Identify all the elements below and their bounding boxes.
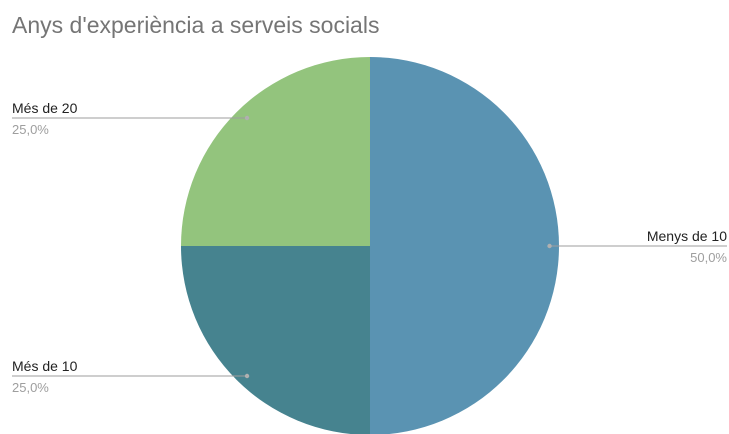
pie-slice-menys-de-10 [370, 57, 559, 434]
slice-percent-label: 50,0% [690, 250, 727, 265]
pie-slice-m-s-de-10 [181, 246, 370, 434]
leader-dot [547, 243, 552, 249]
pie-slices [181, 57, 559, 434]
leader-dot [244, 373, 250, 379]
leader-dot [244, 115, 250, 121]
pie-slice-m-s-de-20 [181, 57, 370, 246]
slice-labels: Menys de 10 50,0% Més de 10 25,0% Més de 20 2… [12, 100, 727, 395]
slice-percent-label: 25,0% [12, 122, 49, 137]
chart-title: Anys d'experiència a serveis socials [12, 12, 380, 38]
slice-label: Més de 10 [12, 358, 78, 374]
slice-percent-label: 25,0% [12, 380, 49, 395]
slice-label: Més de 20 [12, 100, 78, 116]
slice-label: Menys de 10 [647, 228, 727, 244]
